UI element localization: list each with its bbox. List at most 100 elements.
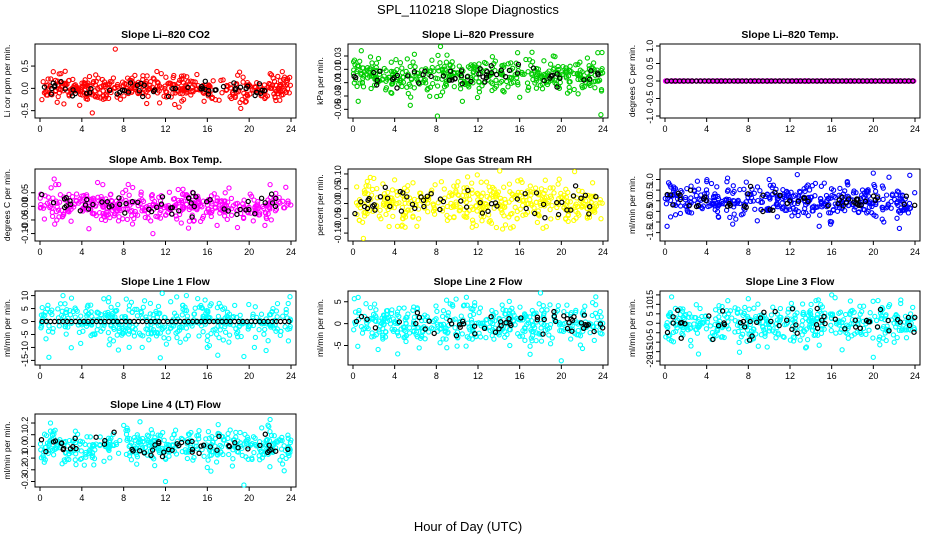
data-point	[474, 190, 480, 197]
x-tick-label: 24	[910, 124, 920, 134]
data-point-outlier	[150, 230, 156, 237]
y-tick-label: 5	[645, 311, 655, 316]
data-point-outlier	[688, 343, 694, 349]
data-point	[352, 321, 359, 327]
data-point	[380, 202, 387, 208]
data-point	[135, 202, 141, 209]
data-point	[125, 331, 132, 337]
data-point	[88, 332, 94, 339]
data-point	[414, 223, 420, 229]
data-point	[43, 92, 50, 98]
data-point	[752, 206, 758, 212]
data-point-secondary	[749, 333, 755, 339]
data-point-secondary	[821, 313, 827, 320]
data-point	[214, 198, 220, 204]
data-point	[180, 186, 186, 192]
data-point-outlier	[407, 102, 413, 108]
data-point	[478, 193, 485, 199]
data-point	[586, 214, 593, 220]
data-point	[459, 331, 465, 337]
y-tick-label: 0.5	[645, 57, 655, 70]
data-point	[410, 180, 416, 186]
data-point	[476, 61, 482, 67]
data-point	[427, 84, 434, 90]
data-point-outlier	[358, 48, 364, 54]
data-point-secondary	[374, 82, 380, 88]
data-point	[845, 335, 851, 341]
data-point-outlier	[176, 104, 182, 110]
y-tick-label: 0.0	[20, 440, 30, 453]
data-point	[791, 200, 797, 207]
data-point	[700, 78, 706, 84]
x-tick-label: 24	[286, 124, 296, 134]
data-point	[472, 300, 478, 306]
panel-title: Slope Li–820 Temp.	[741, 29, 838, 41]
data-point-secondary	[559, 199, 565, 205]
data-point-secondary	[670, 320, 676, 326]
data-point	[134, 306, 140, 313]
data-point	[523, 56, 529, 63]
data-point	[770, 304, 776, 310]
data-point	[754, 184, 761, 190]
data-point	[882, 330, 888, 336]
data-point	[183, 90, 189, 96]
data-point	[49, 209, 55, 216]
data-point	[352, 309, 359, 315]
data-point	[484, 316, 490, 323]
data-point-secondary	[747, 183, 754, 190]
data-point	[751, 190, 757, 196]
data-point	[380, 336, 386, 342]
y-tick-label: -0.3	[20, 474, 30, 490]
data-point	[181, 198, 187, 204]
data-point	[144, 316, 150, 323]
data-point	[85, 302, 91, 308]
data-point	[367, 66, 373, 72]
data-point	[145, 330, 151, 337]
x-tick-label: 16	[515, 247, 525, 257]
data-point	[252, 334, 259, 341]
data-point	[880, 323, 887, 330]
y-tick-label: -0.10	[20, 223, 30, 244]
data-point	[677, 210, 684, 217]
data-point	[252, 84, 258, 91]
data-point	[857, 311, 863, 317]
data-point	[67, 87, 73, 93]
data-point	[105, 329, 112, 336]
data-point	[164, 89, 170, 95]
data-point	[673, 328, 679, 335]
data-point	[803, 184, 810, 190]
data-point	[70, 76, 76, 83]
data-point	[211, 191, 217, 197]
data-point	[191, 311, 197, 317]
data-point	[410, 214, 416, 220]
data-point	[502, 222, 509, 228]
data-point	[453, 188, 459, 194]
data-point-secondary	[745, 191, 751, 197]
data-point-secondary	[551, 308, 557, 315]
data-point	[226, 185, 232, 191]
data-point	[384, 312, 390, 318]
data-point	[44, 88, 50, 95]
data-point-outlier	[527, 351, 533, 357]
data-point	[402, 200, 408, 206]
data-point	[832, 295, 838, 301]
data-point	[497, 80, 503, 86]
data-point	[163, 456, 169, 462]
data-point-secondary	[452, 75, 458, 82]
data-point	[403, 68, 409, 75]
data-point	[437, 340, 443, 346]
data-point	[588, 70, 595, 77]
data-point	[202, 297, 208, 303]
data-point	[546, 332, 552, 338]
data-point	[107, 336, 113, 342]
data-point	[476, 79, 482, 85]
data-point	[564, 67, 570, 73]
data-point-secondary	[116, 195, 122, 201]
data-point	[381, 65, 387, 72]
data-point	[807, 194, 814, 200]
data-point	[285, 435, 291, 441]
data-point	[229, 463, 236, 469]
data-point-outlier	[558, 358, 564, 364]
data-point	[371, 82, 378, 88]
